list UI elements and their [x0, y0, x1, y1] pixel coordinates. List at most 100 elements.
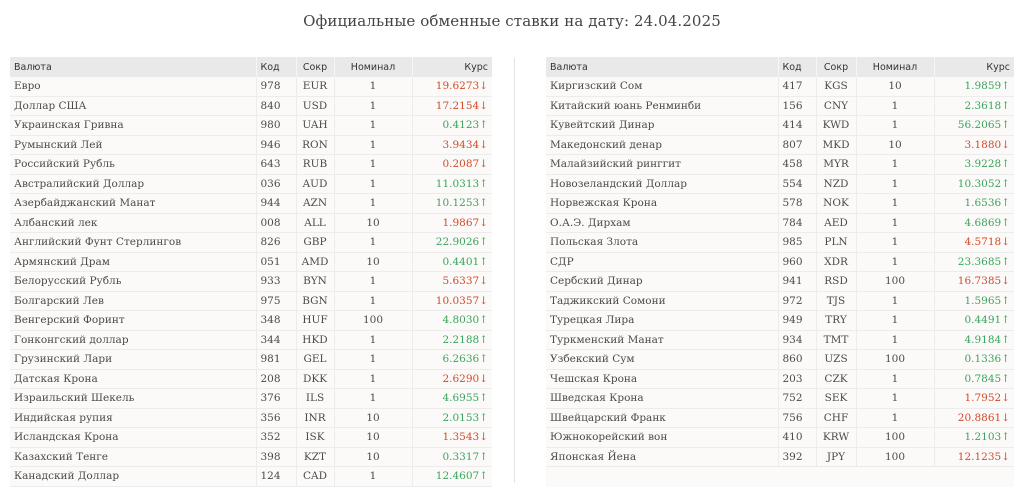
currency-abbr-cell: JPY [815, 447, 856, 467]
arrow-down-icon: ↓ [479, 216, 488, 229]
currency-name-cell: Таджикский Сомони [546, 291, 778, 311]
currency-code-cell: 578 [777, 193, 816, 214]
currency-code-cell: 981 [255, 349, 296, 370]
column-header-currency: Валюта [10, 57, 256, 77]
currency-abbr-cell: USD [295, 96, 334, 116]
rate-value: 12.1235 [957, 450, 1002, 463]
currency-code-cell: 985 [777, 232, 816, 253]
currency-name-cell: Македонский денар [546, 135, 778, 155]
currency-name-cell: Японская Йена [546, 447, 778, 467]
currency-code-cell: 643 [255, 154, 296, 175]
arrow-up-icon: ↑ [479, 119, 488, 132]
table-row: Албанский лек 008 ALL 10 1.9867↓ [10, 213, 492, 233]
currency-name-cell: Чешская Крона [546, 369, 778, 389]
arrow-up-icon: ↑ [479, 470, 488, 483]
table-row: Азербайджанский Манат 944 AZN 1 10.1253↑ [10, 193, 492, 214]
currency-abbr-cell: CAD [295, 466, 334, 487]
currency-name-cell: Туркменский Манат [546, 330, 778, 350]
currency-abbr-cell: BGN [295, 291, 334, 311]
table-header-row: Валюта Код Сокр Номинал Курс [546, 57, 1014, 77]
column-header-abbr: Сокр [295, 57, 334, 77]
currency-code-cell: 975 [255, 291, 296, 311]
rate-value: 5.6337 [442, 275, 480, 288]
rate-value: 12.4607 [435, 470, 480, 483]
arrow-up-icon: ↑ [1001, 80, 1010, 93]
currency-abbr-cell: AZN [295, 193, 334, 214]
currency-nominal-cell: 1 [855, 369, 934, 389]
table-row: Украинская Гривна 980 UAH 1 0.4123↑ [10, 115, 492, 136]
currency-rate-cell: 0.2087↓ [411, 154, 492, 175]
rate-value: 0.1336 [964, 353, 1002, 366]
currency-rate-cell: 2.3618↑ [933, 96, 1014, 116]
table-row: Венгерский Форинт 348 HUF 100 4.8030↑ [10, 310, 492, 331]
rate-value: 1.9859 [964, 80, 1002, 93]
column-header-code: Код [777, 57, 816, 77]
currency-abbr-cell: TMT [815, 330, 856, 350]
rate-value: 0.4401 [442, 255, 480, 268]
currency-abbr-cell: KGS [815, 77, 856, 97]
currency-rate-cell: 20.8861↓ [933, 408, 1014, 428]
currency-rate-cell: 1.3543↓ [411, 427, 492, 448]
currency-name-cell: Сербский Динар [546, 271, 778, 292]
currency-rate-cell: 16.7385↓ [933, 271, 1014, 292]
arrow-up-icon: ↑ [479, 411, 488, 424]
arrow-up-icon: ↑ [1001, 99, 1010, 112]
currency-code-cell: 036 [255, 174, 296, 194]
currency-abbr-cell: TJS [815, 291, 856, 311]
currency-nominal-cell: 10 [333, 447, 412, 467]
rate-value: 10.1253 [435, 197, 480, 210]
currency-name-cell: Киргизский Сом [546, 77, 778, 97]
arrow-down-icon: ↓ [479, 431, 488, 444]
table-row: Евро 978 EUR 1 19.6273↓ [10, 77, 492, 97]
arrow-up-icon: ↑ [479, 392, 488, 405]
currency-abbr-cell: DKK [295, 369, 334, 389]
currency-rate-cell: 0.7845↑ [933, 369, 1014, 389]
currency-name-cell: Кувейтский Динар [546, 115, 778, 136]
currency-code-cell: 944 [255, 193, 296, 214]
rate-value: 19.6273 [435, 80, 480, 93]
currency-rate-cell: 3.9434↓ [411, 135, 492, 155]
currency-name-cell: Китайский юань Ренминби [546, 96, 778, 116]
currency-name-cell: Израильский Шекель [10, 388, 256, 409]
arrow-down-icon: ↓ [479, 99, 488, 112]
currency-nominal-cell: 1 [333, 193, 412, 214]
column-header-code: Код [255, 57, 296, 77]
currency-nominal-cell: 1 [333, 115, 412, 136]
currency-code-cell: 458 [777, 154, 816, 175]
table-row: Южнокорейский вон 410 KRW 100 1.2103↑ [546, 427, 1014, 448]
currency-code-cell: 978 [255, 77, 296, 97]
currency-name-cell: Армянский Драм [10, 252, 256, 272]
arrow-down-icon: ↓ [479, 80, 488, 93]
currency-nominal-cell: 1 [333, 135, 412, 155]
currency-code-cell: 840 [255, 96, 296, 116]
currency-abbr-cell: UZS [815, 349, 856, 370]
currency-name-cell: Шведская Крона [546, 388, 778, 409]
currency-rate-cell: 0.3317↑ [411, 447, 492, 467]
currency-abbr-cell: KRW [815, 427, 856, 448]
rate-value: 4.8030 [442, 314, 480, 327]
currency-code-cell: 960 [777, 252, 816, 272]
arrow-up-icon: ↑ [1001, 177, 1010, 190]
rate-value: 1.6536 [964, 197, 1002, 210]
currency-name-cell: Норвежская Крона [546, 193, 778, 214]
currency-name-cell: Узбекский Сум [546, 349, 778, 370]
arrow-up-icon: ↑ [1001, 158, 1010, 171]
table-row: Малайзийский ринггит 458 MYR 1 3.9228↑ [546, 154, 1014, 175]
rates-table-left-body: Евро 978 EUR 1 19.6273↓ Доллар США 840 USD 1 17.2… [10, 77, 492, 487]
currency-code-cell: 417 [777, 77, 816, 97]
currency-abbr-cell: RUB [295, 154, 334, 175]
rate-value: 0.4123 [442, 119, 480, 132]
table-row: Македонский денар 807 MKD 10 3.1880↓ [546, 135, 1014, 155]
rates-table-right: Валюта Код Сокр Номинал Курс Киргизский … [546, 57, 1014, 467]
table-row: О.А.Э. Дирхам 784 AED 1 4.6869↑ [546, 213, 1014, 233]
table-row: Узбекский Сум 860 UZS 100 0.1336↑ [546, 349, 1014, 370]
table-row: Польская Злота 985 PLN 1 4.5718↓ [546, 232, 1014, 253]
currency-nominal-cell: 1 [333, 388, 412, 409]
currency-code-cell: 752 [777, 388, 816, 409]
currency-nominal-cell: 100 [855, 349, 934, 370]
currency-nominal-cell: 1 [855, 115, 934, 136]
rate-value: 2.2188 [442, 333, 480, 346]
column-header-rate: Курс [933, 57, 1014, 77]
rate-value: 2.3618 [964, 99, 1002, 112]
currency-name-cell: Новозеландский Доллар [546, 174, 778, 194]
